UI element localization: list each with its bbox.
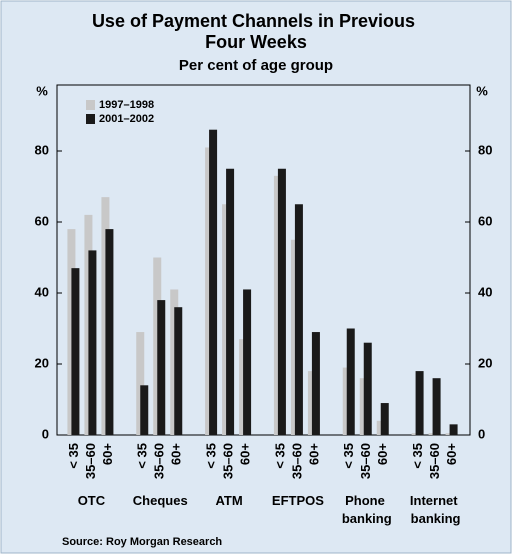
x-tick-label: < 35 [135,443,150,469]
bar [174,307,183,435]
group-label: Cheques [133,493,188,508]
y2-tick-label: 60 [478,213,492,228]
y-tick-label: 80 [35,142,49,157]
y-tick-label: 20 [35,355,49,370]
bar [71,268,80,435]
x-tick-label: < 35 [66,443,81,469]
chart-title: Use of Payment Channels in Previous Four… [92,11,420,52]
bar [449,424,458,435]
group-label: Phone banking [342,493,392,526]
legend-label: 1997–1998 [99,99,154,111]
x-tick-label: 60+ [444,443,459,465]
legend-swatch [86,100,95,110]
x-tick-label: 60+ [169,443,184,465]
y-unit: % [36,83,48,98]
x-tick-label: < 35 [204,443,219,469]
bar [226,168,235,435]
y-tick-label: 60 [35,213,49,228]
y2-tick-label: 0 [478,426,485,441]
bar [277,168,286,435]
x-tick-label: < 35 [272,443,287,469]
bar [363,342,372,435]
x-tick-label: 35–60 [358,443,373,479]
y2-tick-label: 40 [478,284,492,299]
bar [157,300,166,435]
bar [88,250,97,435]
plot-frame [56,84,471,436]
y2-tick-label: 80 [478,142,492,157]
chart-subtitle: Per cent of age group [179,57,333,74]
x-tick-label: 60+ [100,443,115,465]
group-label: EFTPOS [272,493,324,508]
bar [380,403,389,435]
x-tick-label: 35–60 [289,443,304,479]
bar [136,332,145,435]
group-label: ATM [215,493,242,508]
bar [294,204,303,435]
x-tick-label: 35–60 [427,443,442,479]
x-tick-label: 60+ [238,443,253,465]
y2-tick-label: 20 [478,355,492,370]
bar [415,371,424,435]
x-tick-label: 60+ [306,443,321,465]
y2-unit: % [476,83,488,98]
x-tick-label: 35–60 [83,443,98,479]
bar [105,229,114,435]
x-tick-label: 35–60 [152,443,167,479]
x-tick-label: 35–60 [221,443,236,479]
y-tick-label: 0 [42,426,49,441]
x-tick-label: < 35 [341,443,356,469]
bar [346,328,355,435]
group-label: Internet banking [410,493,461,526]
x-tick-label: < 35 [410,443,425,469]
legend-swatch [86,114,95,124]
bar [311,332,320,435]
x-tick-label: 60+ [375,443,390,465]
bar [243,289,252,435]
group-label: OTC [78,493,106,508]
bar [140,385,149,435]
legend-label: 2001–2002 [99,113,154,125]
bar [209,129,218,435]
source: Source: Roy Morgan Research [62,536,222,548]
y-tick-label: 40 [35,284,49,299]
bar [432,378,441,435]
